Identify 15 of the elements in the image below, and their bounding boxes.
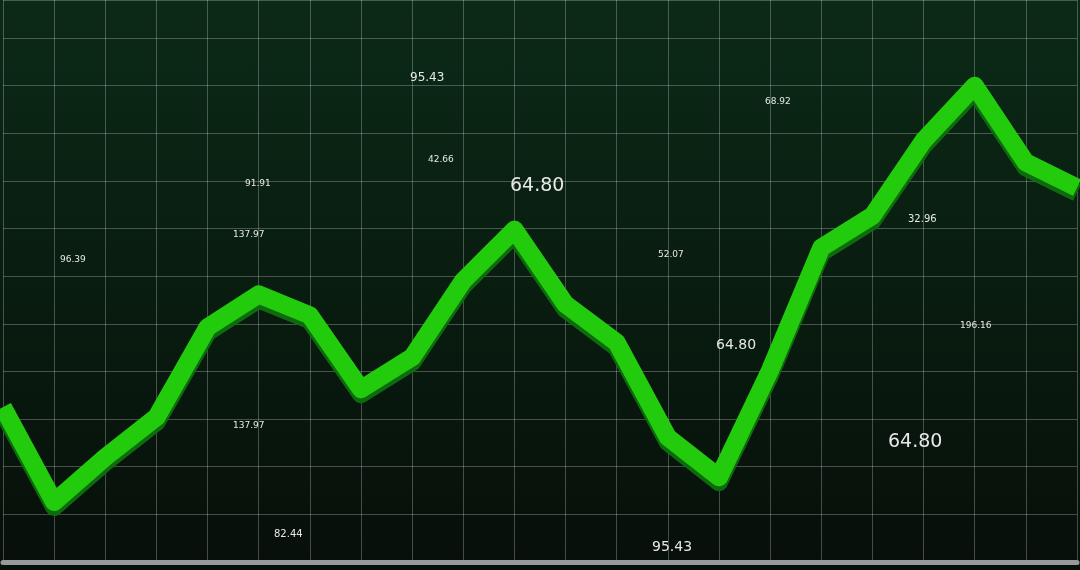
annotation: 42.66 (428, 154, 455, 164)
annotation: 52.07 (658, 249, 684, 259)
annotation: 82.44 (274, 527, 303, 539)
annotation: 64.80 (888, 429, 943, 451)
annotation: 91.91 (245, 178, 271, 188)
text: 95.43 (410, 70, 445, 84)
annotation: 68.92 (765, 96, 791, 106)
annotation: 137.97 (233, 229, 265, 239)
annotation: 64.80 (716, 336, 757, 352)
annotation: 96.39 (60, 254, 87, 264)
annotation: 95.43 (652, 538, 693, 554)
annotation: 64.80 (510, 173, 565, 195)
annotation: 32.96 (908, 212, 937, 224)
annotation: 196.16 (960, 320, 992, 330)
annotation: 137.97 (233, 420, 265, 430)
